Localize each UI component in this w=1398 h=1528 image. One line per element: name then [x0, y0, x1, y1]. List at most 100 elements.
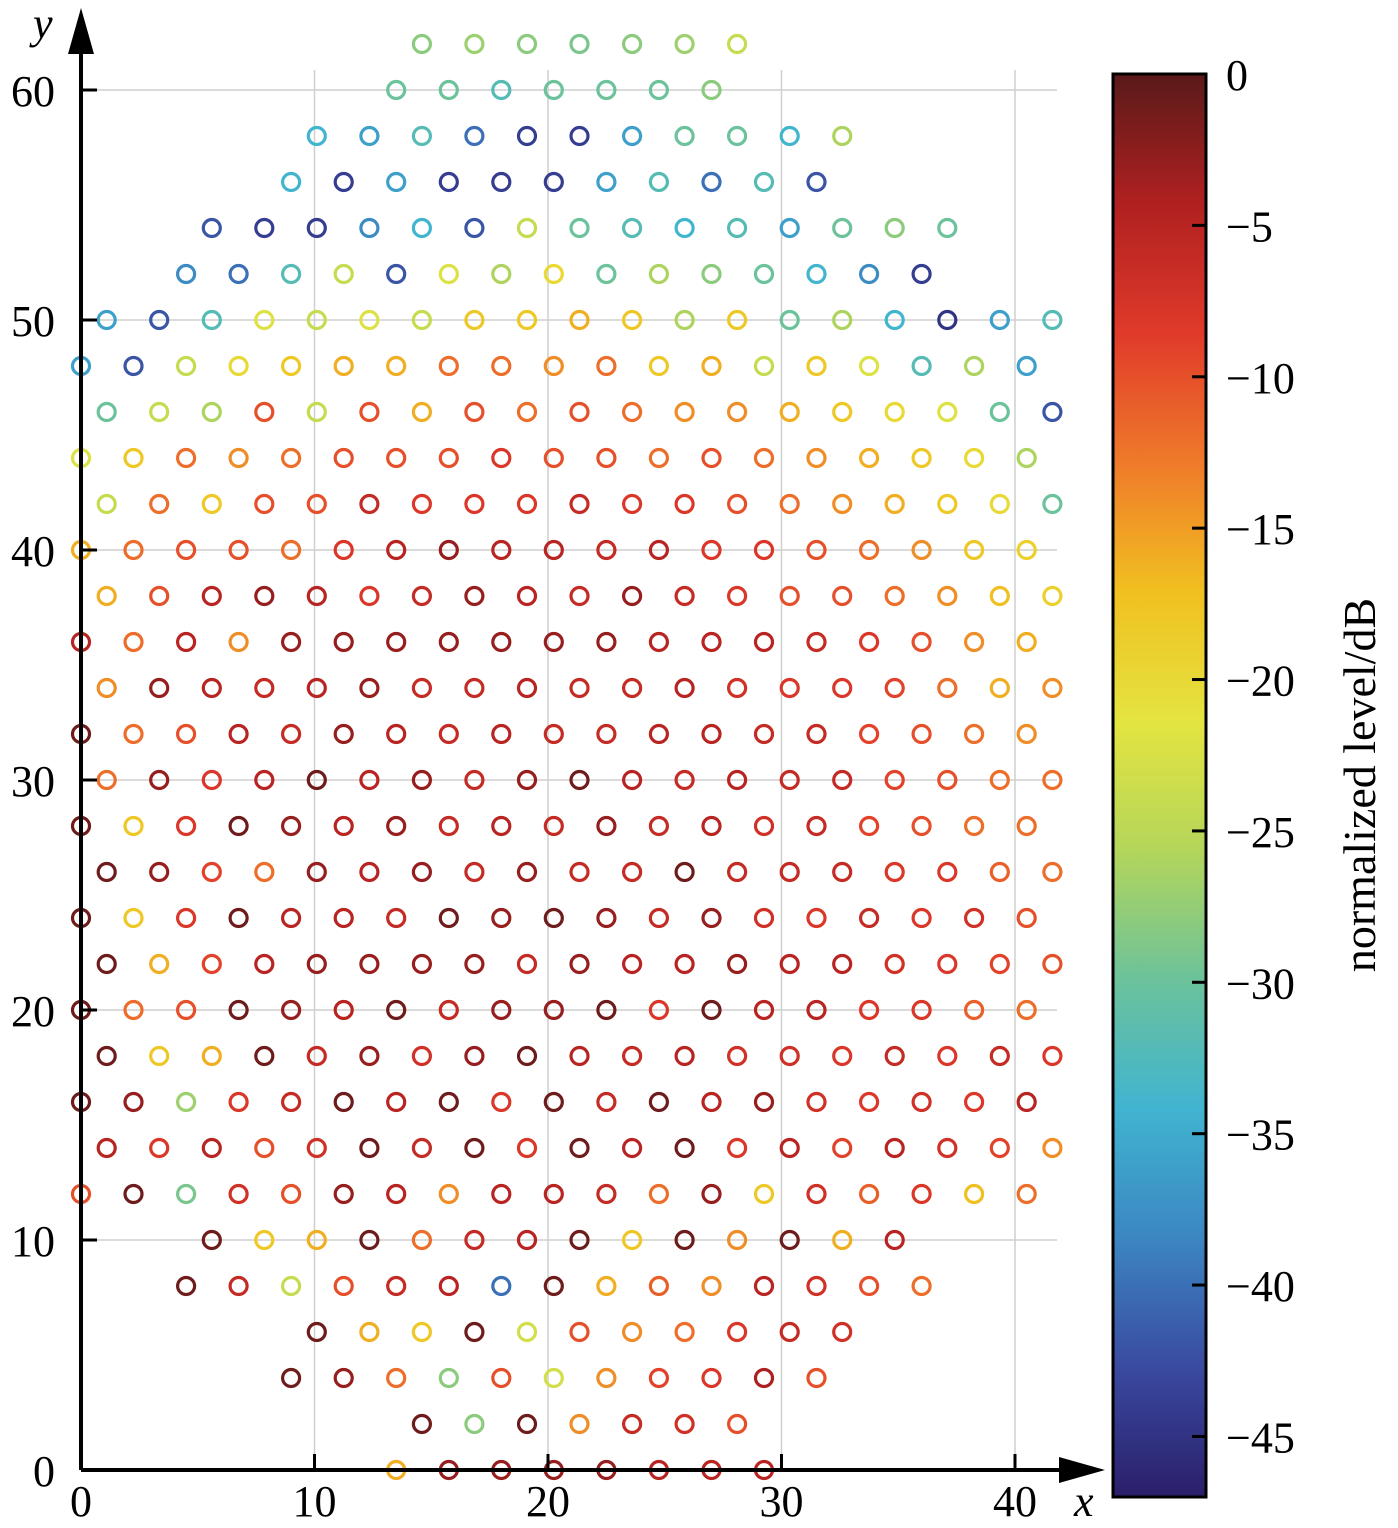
data-point [359, 1045, 380, 1067]
x-axis-label: x [1073, 1477, 1094, 1526]
colorbar-tick-label: −30 [1226, 959, 1295, 1008]
data-point [411, 585, 432, 607]
data-point [779, 1137, 800, 1159]
data-point [701, 1275, 722, 1297]
data-point [438, 1183, 459, 1205]
colorbar-gradient [1111, 72, 1208, 1499]
data-point [464, 33, 485, 55]
data-point [621, 861, 643, 883]
data-point [753, 1183, 775, 1205]
data-point [386, 79, 407, 101]
data-point [491, 723, 512, 745]
data-point [858, 1275, 880, 1297]
data-point [411, 1413, 432, 1435]
data-point [858, 263, 880, 285]
grid [81, 70, 1057, 1470]
data-point [937, 861, 958, 883]
data-point [753, 263, 775, 285]
data-point [779, 1045, 800, 1067]
data-point [176, 263, 197, 285]
data-point [753, 171, 775, 193]
colorbar-tick-label: −40 [1226, 1262, 1295, 1311]
data-point [1016, 355, 1037, 377]
data-point [779, 585, 800, 607]
data-point [123, 815, 144, 837]
data-point [543, 263, 564, 285]
data-point [201, 1137, 222, 1159]
data-point [989, 861, 1010, 883]
data-point [149, 585, 170, 607]
data-point [726, 309, 748, 331]
y-tick-label: 50 [11, 297, 55, 346]
data-point [806, 1275, 827, 1297]
data-point [333, 907, 354, 929]
data-point [779, 769, 800, 791]
data-point [753, 1367, 775, 1389]
data-point [176, 999, 197, 1021]
data-point [228, 1183, 249, 1205]
data-point [543, 631, 564, 653]
data-point [123, 447, 144, 469]
x-tick-label: 10 [293, 1477, 337, 1526]
data-point [438, 815, 459, 837]
data-point [989, 309, 1010, 331]
data-point [569, 861, 590, 883]
data-point [386, 907, 407, 929]
data-point [806, 1183, 827, 1205]
data-point [701, 263, 722, 285]
data-point [621, 953, 643, 975]
data-point [806, 907, 827, 929]
colorbar-tick-label: 0 [1226, 51, 1248, 100]
data-point [359, 861, 380, 883]
data-point [701, 631, 722, 653]
data-point [648, 723, 670, 745]
data-point [569, 769, 590, 791]
data-point [674, 1413, 695, 1435]
data-point [306, 861, 327, 883]
data-point [621, 217, 643, 239]
data-point [516, 1413, 538, 1435]
data-point [228, 355, 249, 377]
data-point [596, 1367, 617, 1389]
data-point [149, 1137, 170, 1159]
data-point [464, 1229, 485, 1251]
data-point [884, 1045, 905, 1067]
data-point [438, 999, 459, 1021]
data-point [648, 79, 670, 101]
x-tick-label: 30 [760, 1477, 804, 1526]
data-point [674, 585, 695, 607]
data-point [596, 355, 617, 377]
data-point [149, 677, 170, 699]
data-point [228, 815, 249, 837]
data-point [806, 263, 827, 285]
data-point [281, 1275, 302, 1297]
data-point [779, 493, 800, 515]
data-point [911, 263, 932, 285]
data-point [726, 861, 748, 883]
data-point [674, 1321, 695, 1343]
data-point [858, 907, 880, 929]
data-point [491, 1091, 512, 1113]
data-point [464, 1321, 485, 1343]
data-point [491, 1183, 512, 1205]
data-point [411, 1137, 432, 1159]
data-point [779, 401, 800, 423]
data-point [176, 723, 197, 745]
data-point [543, 355, 564, 377]
data-point [359, 677, 380, 699]
data-point [176, 907, 197, 929]
data-point [989, 585, 1010, 607]
data-point [96, 1137, 117, 1159]
data-point [1016, 723, 1037, 745]
data-point [596, 723, 617, 745]
data-point [1042, 1045, 1063, 1067]
data-point [411, 677, 432, 699]
data-point [726, 585, 748, 607]
data-point [937, 401, 958, 423]
data-point [306, 125, 327, 147]
data-point [491, 1367, 512, 1389]
data-point [516, 217, 538, 239]
data-point [596, 1275, 617, 1297]
data-point [123, 907, 144, 929]
data-point [701, 355, 722, 377]
